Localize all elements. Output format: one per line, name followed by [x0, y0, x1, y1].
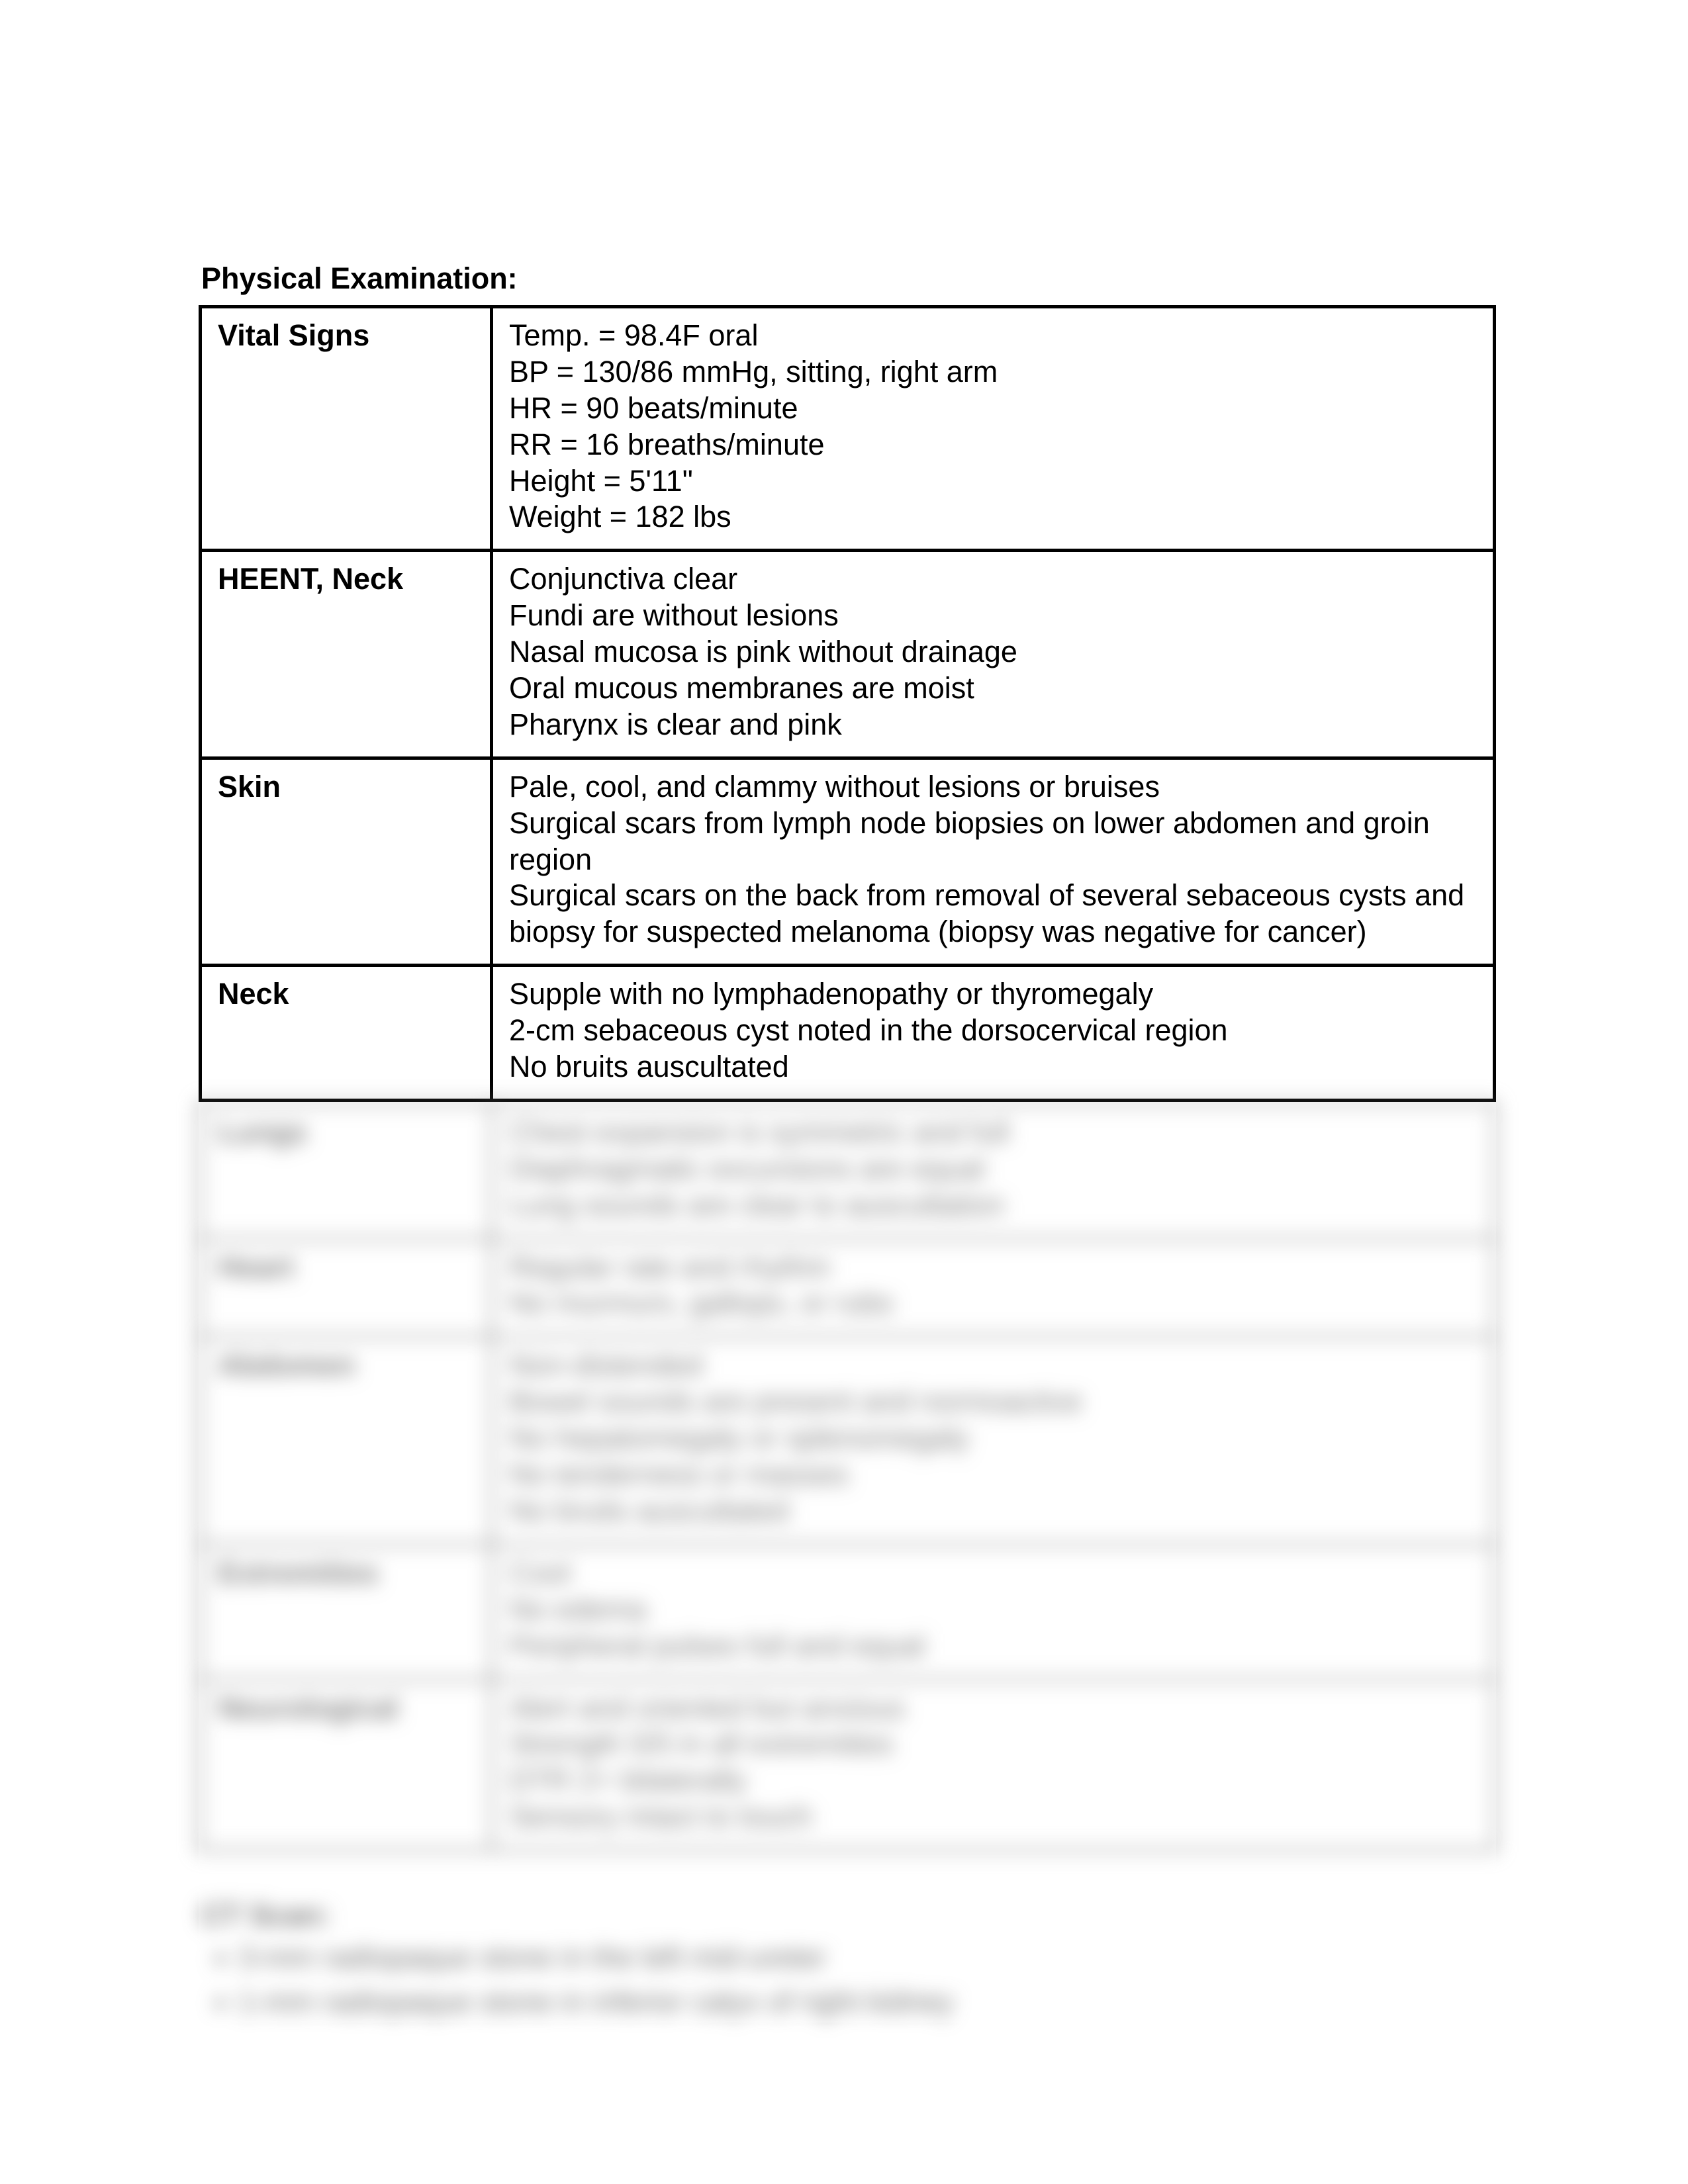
ct-scan-heading: CT Scan:: [201, 1898, 1496, 1933]
content-line: Surgical scars on the back from removal …: [509, 878, 1477, 950]
table-row: Neck Supple with no lymphadenopathy or th…: [201, 966, 1495, 1101]
row-content: Regular rate and rhythmNo murmurs, gallo…: [492, 1238, 1495, 1337]
content-line: Chest expansion is symmetric and full: [509, 1115, 1477, 1151]
row-label: Lungs: [201, 1103, 492, 1238]
table-row: Vital SignsTemp. = 98.4F oralBP = 130/86…: [201, 307, 1495, 551]
content-line: Regular rate and rhythm: [509, 1250, 1477, 1286]
row-label: HEENT, Neck: [201, 551, 492, 758]
table-row: Skin Pale, cool, and clammy without lesio…: [201, 758, 1495, 965]
table-row: AbdomenNon-distendedBowel sounds are pre…: [201, 1337, 1495, 1544]
content-line: Nasal mucosa is pink without drainage: [509, 634, 1477, 670]
content-line: Conjunctiva clear: [509, 561, 1477, 598]
exam-blur-tbody: LungsChest expansion is symmetric and fu…: [201, 1103, 1495, 1850]
content-line: Height = 5'11": [509, 463, 1477, 500]
content-line: No hepatomegaly or splenomegaly: [509, 1420, 1477, 1457]
content-area: Physical Examination: Vital SignsTemp. =…: [199, 261, 1496, 2026]
content-line: Non-distended: [509, 1347, 1477, 1384]
blurred-region: LungsChest expansion is symmetric and fu…: [199, 1102, 1496, 2023]
content-line: Surgical scars from lymph node biopsies …: [509, 805, 1477, 878]
content-line: Alert and oriented but anxious: [509, 1690, 1477, 1727]
row-label: Neurological: [201, 1679, 492, 1850]
table-row: ExtremitiesCoolNo edemaPeripheral pulses…: [201, 1544, 1495, 1679]
row-label: Extremities: [201, 1544, 492, 1679]
list-item: 3-mm radiopaque stone in the left mid-ur…: [238, 1938, 1496, 1978]
row-content: CoolNo edemaPeripheral pulses full and e…: [492, 1544, 1495, 1679]
list-item: 1-mm radiopaque stone in inferior calyx …: [238, 1982, 1496, 2023]
row-content: Supple with no lymphadenopathy or thyrom…: [492, 966, 1495, 1101]
table-row: LungsChest expansion is symmetric and fu…: [201, 1103, 1495, 1238]
row-content: Pale, cool, and clammy without lesions o…: [492, 758, 1495, 965]
table-row: NeurologicalAlert and oriented but anxio…: [201, 1679, 1495, 1850]
content-line: Weight = 182 lbs: [509, 499, 1477, 535]
row-content: Non-distendedBowel sounds are present an…: [492, 1337, 1495, 1544]
content-line: Temp. = 98.4F oral: [509, 318, 1477, 354]
content-line: No bruits auscultated: [509, 1493, 1477, 1529]
row-label: Skin: [201, 758, 492, 965]
content-line: Strength 5/5 in all extremities: [509, 1726, 1477, 1762]
content-line: BP = 130/86 mmHg, sitting, right arm: [509, 354, 1477, 390]
content-line: No tenderness or masses: [509, 1457, 1477, 1493]
content-line: Cool: [509, 1555, 1477, 1592]
content-line: Bowel sounds are present and normoactive: [509, 1384, 1477, 1420]
content-line: Diaphragmatic excursions are equal: [509, 1151, 1477, 1187]
row-label: Vital Signs: [201, 307, 492, 551]
content-line: Pharynx is clear and pink: [509, 707, 1477, 743]
content-line: RR = 16 breaths/minute: [509, 427, 1477, 463]
content-line: No edema: [509, 1592, 1477, 1628]
physical-exam-table-blurred: LungsChest expansion is symmetric and fu…: [199, 1102, 1496, 1852]
content-line: 2-cm sebaceous cyst noted in the dorsoce…: [509, 1013, 1477, 1049]
section-heading: Physical Examination:: [199, 261, 1496, 296]
content-line: Pale, cool, and clammy without lesions o…: [509, 769, 1477, 805]
content-line: No bruits auscultated: [509, 1049, 1477, 1085]
row-content: Temp. = 98.4F oralBP = 130/86 mmHg, sitt…: [492, 307, 1495, 551]
content-line: Peripheral pulses full and equal: [509, 1628, 1477, 1664]
row-content: Alert and oriented but anxiousStrength 5…: [492, 1679, 1495, 1850]
table-row: HeartRegular rate and rhythmNo murmurs, …: [201, 1238, 1495, 1337]
content-line: Sensory intact to touch: [509, 1799, 1477, 1835]
row-content: Conjunctiva clearFundi are without lesio…: [492, 551, 1495, 758]
exam-tbody: Vital SignsTemp. = 98.4F oralBP = 130/86…: [201, 307, 1495, 1101]
physical-exam-table: Vital SignsTemp. = 98.4F oralBP = 130/86…: [199, 305, 1496, 1102]
content-line: Oral mucous membranes are moist: [509, 670, 1477, 707]
table-row: HEENT, NeckConjunctiva clearFundi are wi…: [201, 551, 1495, 758]
row-label: Neck: [201, 966, 492, 1101]
content-line: DTR 2+ bilaterally: [509, 1762, 1477, 1799]
row-content: Chest expansion is symmetric and fullDia…: [492, 1103, 1495, 1238]
row-label: Abdomen: [201, 1337, 492, 1544]
document-page: Physical Examination: Vital SignsTemp. =…: [0, 0, 1688, 2184]
content-line: HR = 90 beats/minute: [509, 390, 1477, 427]
content-line: Lung sounds are clear to auscultation: [509, 1187, 1477, 1224]
content-line: Supple with no lymphadenopathy or thyrom…: [509, 976, 1477, 1013]
content-line: Fundi are without lesions: [509, 598, 1477, 634]
content-line: No murmurs, gallops, or rubs: [509, 1285, 1477, 1322]
ct-scan-list: 3-mm radiopaque stone in the left mid-ur…: [238, 1938, 1496, 2023]
row-label: Heart: [201, 1238, 492, 1337]
